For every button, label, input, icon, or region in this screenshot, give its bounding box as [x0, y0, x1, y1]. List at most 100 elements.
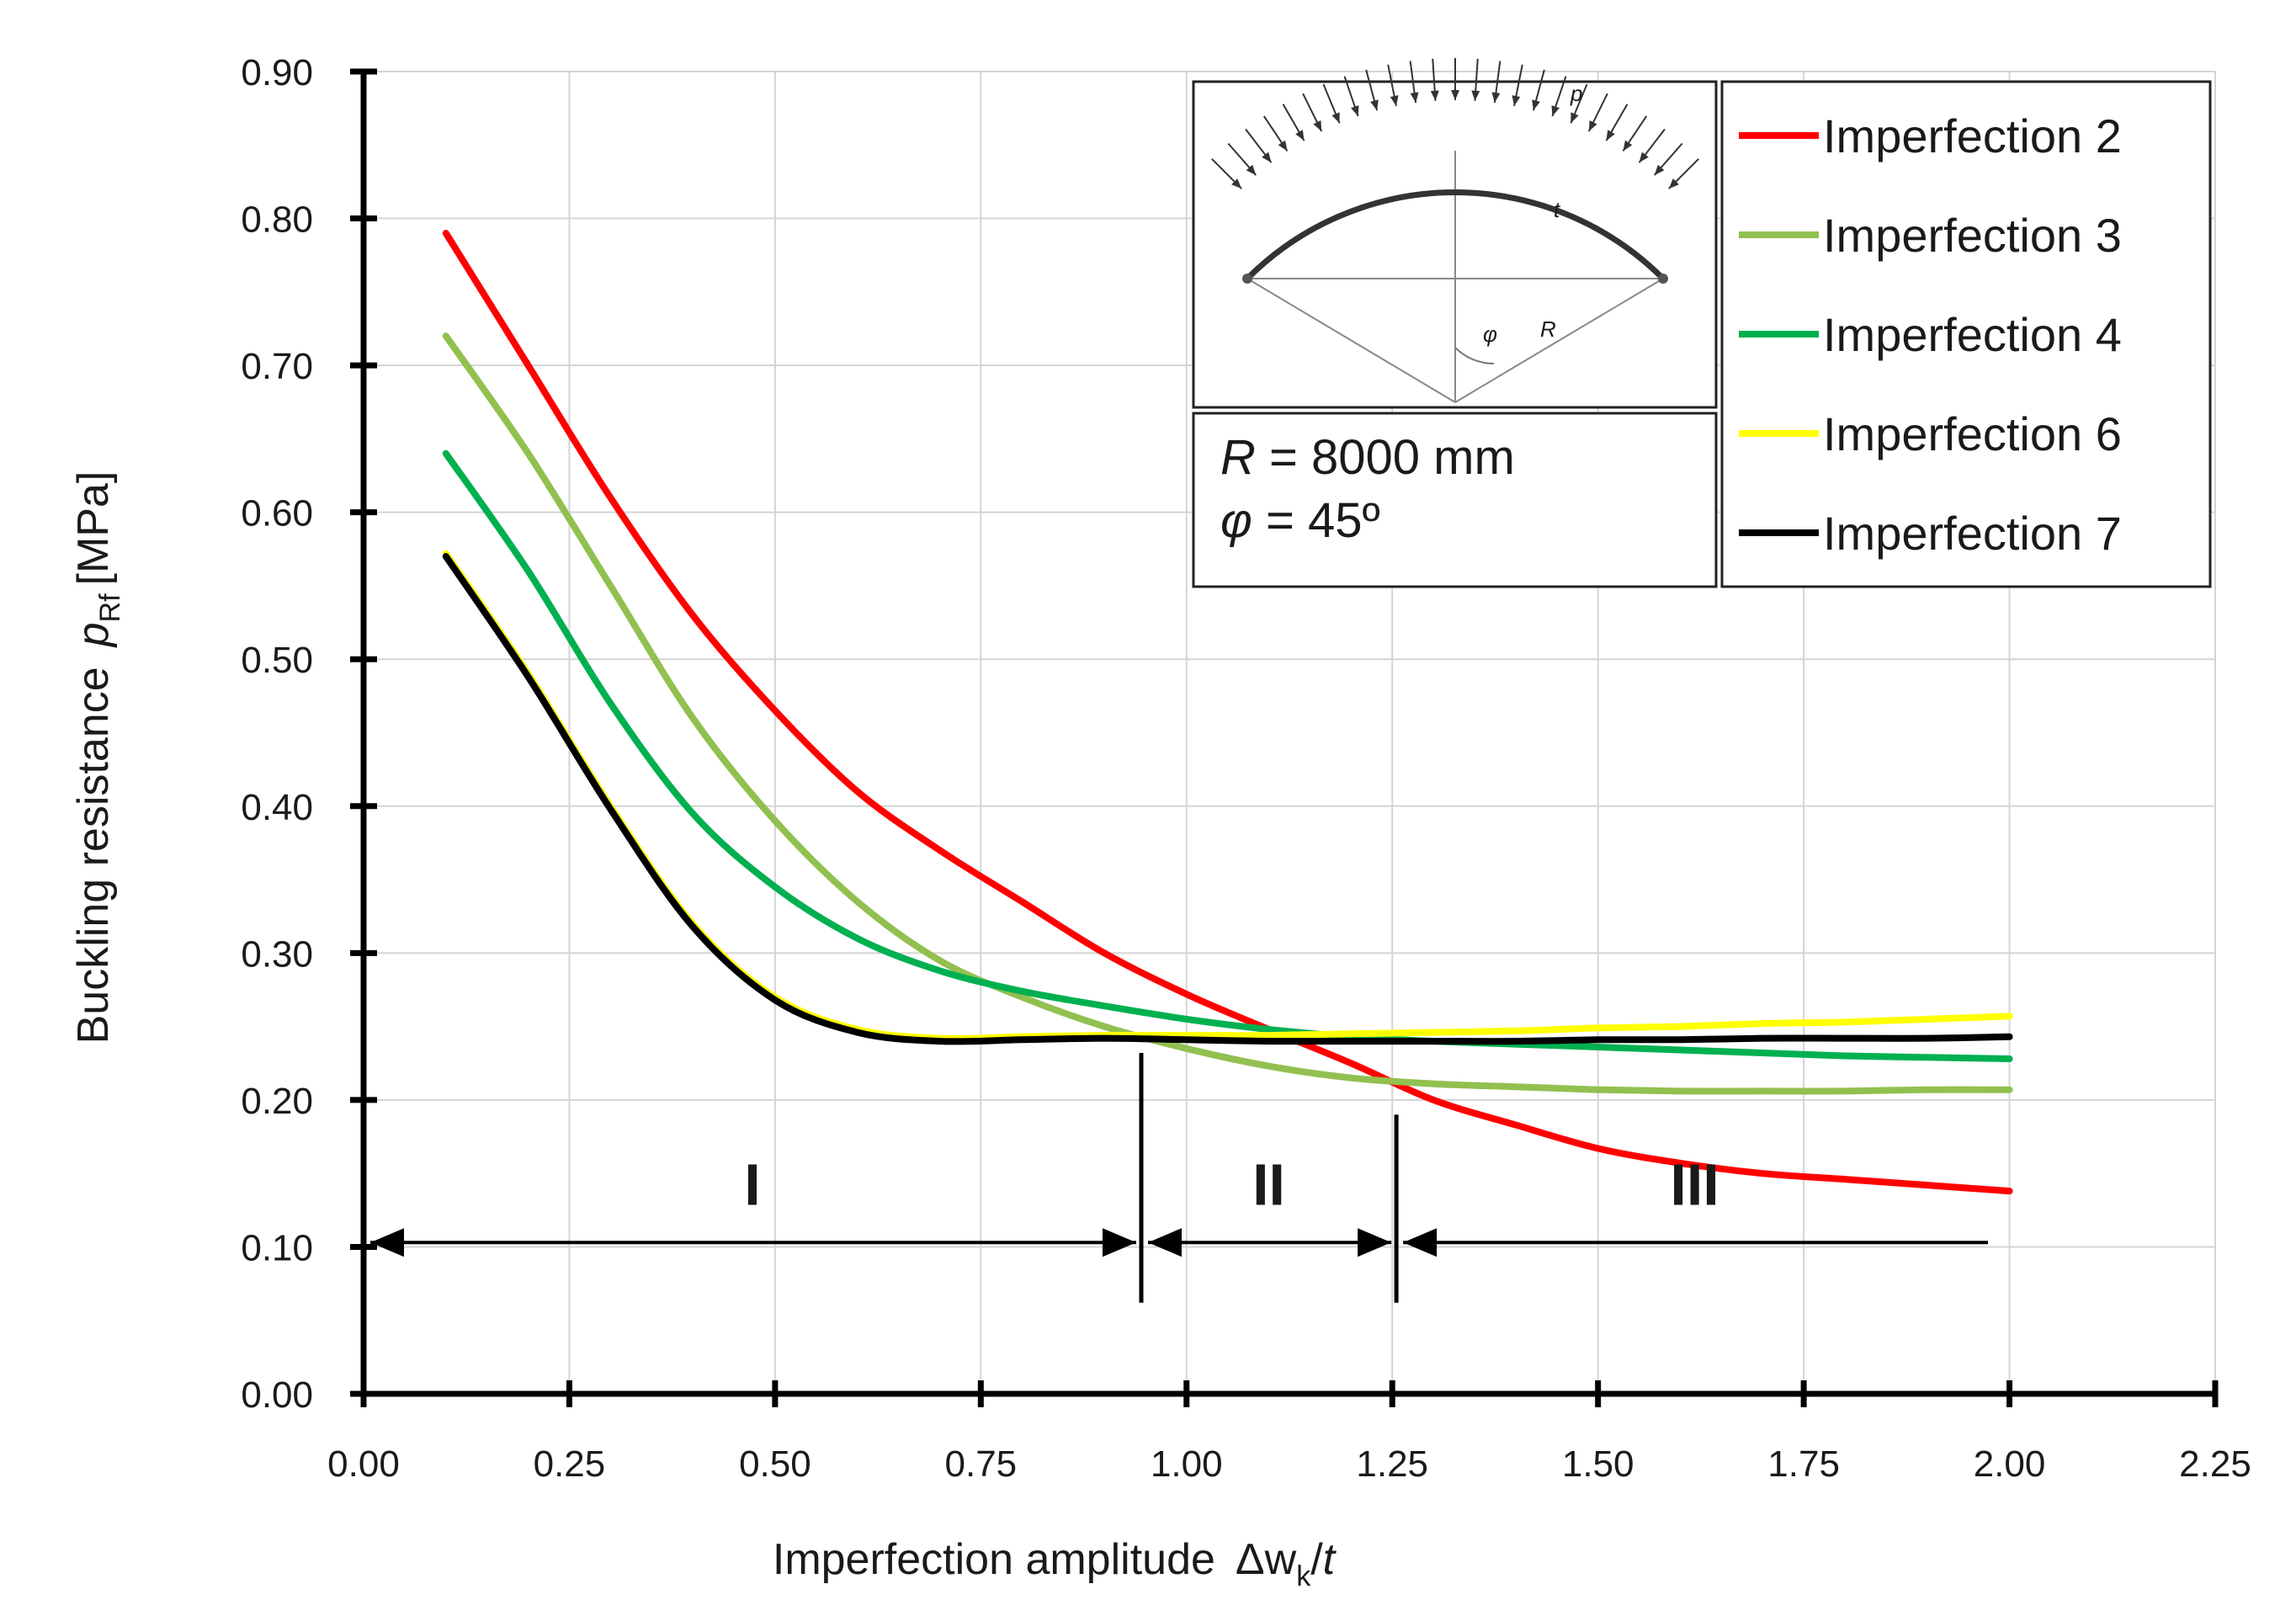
legend: Imperfection 2 Imperfection 3 Imperfection…	[1720, 80, 2212, 588]
x-tick-label-4: 1.00	[1151, 1443, 1223, 1485]
series-line-2	[442, 332, 2013, 1095]
y-tick-label-7: 0.70	[241, 346, 313, 387]
inset-pressure-arrowhead-6	[1331, 112, 1340, 124]
y-tick-label-3: 0.30	[241, 933, 313, 975]
regions: I II III	[370, 1053, 1988, 1303]
inset-pressure-arrowhead-19	[1588, 120, 1597, 132]
x-tick-label-7: 1.75	[1767, 1443, 1840, 1485]
x-tick-label-2: 0.50	[739, 1443, 811, 1485]
inset-pressure-arrowhead-8	[1370, 99, 1379, 111]
inset-label-p: p	[1570, 81, 1582, 106]
x-tick-label-9: 2.25	[2179, 1443, 2251, 1485]
param-radius-value: = 8000 mm	[1256, 430, 1515, 485]
region-arrow-head-right-2	[1358, 1228, 1392, 1257]
y-tick-label-1: 0.10	[241, 1227, 313, 1268]
inset-pressure-arrowhead-18	[1571, 112, 1579, 124]
region-label-2: II	[1252, 1152, 1285, 1218]
data-series	[442, 230, 2013, 1195]
inset-pressure-arrowhead-4	[1295, 130, 1305, 141]
region-label-3: III	[1670, 1152, 1719, 1218]
x-tick-label-1: 0.25	[534, 1443, 606, 1485]
region-arrow-head-left-3	[1403, 1228, 1438, 1257]
x-axis-title-text: Imperfection amplitude	[773, 1535, 1215, 1584]
param-angle: φ = 45º	[1220, 493, 1380, 548]
inset-radius-right	[1454, 278, 1664, 403]
inset-support-right	[1658, 274, 1668, 284]
x-tick-label-6: 1.50	[1562, 1443, 1634, 1485]
inset-pressure-arrowhead-13	[1471, 90, 1480, 101]
inset-pressure-arrowhead-20	[1606, 130, 1615, 141]
x-tick-label-8: 2.00	[1974, 1443, 2046, 1485]
x-axis-title: Imperfection amplitude Δwk/t	[773, 1535, 1337, 1592]
y-tick-label-9: 0.90	[241, 52, 313, 93]
y-axis-title-subscript: Rf	[94, 593, 126, 623]
y-axis-title-text: Buckling resistance	[69, 667, 118, 1044]
x-tick-label-5: 1.25	[1356, 1443, 1428, 1485]
inset-pressure-arrowhead-9	[1390, 95, 1399, 106]
legend-label-5: Imperfection 7	[1823, 507, 2122, 560]
y-axis-title: Buckling resistance pRf [MPa]	[69, 471, 126, 1045]
inset-label-phi: φ	[1483, 322, 1497, 347]
region-arrow-head-left-2	[1148, 1228, 1182, 1257]
y-tick-label-2: 0.20	[241, 1081, 313, 1122]
inset-pressure-arrowhead-23	[1654, 164, 1665, 176]
parameter-box-frame	[1192, 412, 1718, 588]
inset-angle-arc	[1454, 347, 1495, 365]
y-tick-label-6: 0.60	[241, 493, 313, 534]
axes	[350, 68, 2219, 1407]
legend-label-4: Imperfection 6	[1823, 407, 2122, 460]
inset-pressure-arrowhead-17	[1551, 105, 1560, 117]
param-angle-value: = 45º	[1252, 493, 1380, 548]
y-tick-label-5: 0.50	[241, 640, 313, 681]
legend-label-2: Imperfection 3	[1823, 209, 2122, 262]
inset-pressure-arrowhead-12	[1451, 90, 1459, 100]
legend-label-1: Imperfection 2	[1823, 109, 2122, 162]
parameter-box: R = 8000 mm φ = 45º	[1192, 412, 1718, 588]
x-axis-title-subscript: k	[1296, 1560, 1311, 1592]
series-line-3	[442, 449, 2013, 1062]
x-axis-title-t: t	[1323, 1535, 1337, 1584]
param-angle-symbol: φ	[1220, 493, 1252, 548]
inset-label-r: R	[1540, 316, 1556, 342]
inset-pressure-arrowhead-3	[1278, 140, 1288, 152]
x-axis-title-slash: /	[1310, 1535, 1323, 1584]
inset-shell-arc	[1245, 189, 1666, 281]
inset-pressure-arrowhead-1	[1246, 164, 1257, 176]
inset-pressure-arrowhead-15	[1512, 95, 1521, 106]
x-axis-title-symbol: Δw	[1236, 1535, 1297, 1584]
inset-radius-left	[1246, 278, 1456, 403]
inset-pressure-arrowhead-10	[1410, 92, 1419, 104]
inset-pressure-arrowhead-22	[1639, 152, 1649, 163]
region-arrow-head-right-1	[1103, 1228, 1136, 1257]
x-tick-labels: 0.00 0.25 0.50 0.75 1.00 1.25 1.50 1.75 2.00 2.25	[327, 1443, 2251, 1485]
y-axis-title-unit: [MPa]	[69, 471, 118, 586]
inset-pressure-arrows	[1211, 58, 1699, 189]
inset-pressure-arrowhead-7	[1351, 105, 1359, 117]
inset-pressure-arrowhead-21	[1623, 140, 1633, 152]
param-radius: R = 8000 mm	[1220, 430, 1515, 485]
y-tick-label-8: 0.80	[241, 199, 313, 241]
inset-support-left	[1242, 274, 1252, 284]
inset-pressure-arrowhead-24	[1668, 178, 1679, 189]
y-tick-labels: 0.00 0.10 0.20 0.30 0.40 0.50 0.60 0.70 0.80 0.90	[241, 52, 313, 1416]
inset-label-t: t	[1554, 197, 1561, 222]
legend-label-3: Imperfection 4	[1823, 308, 2122, 361]
param-radius-symbol: R	[1220, 430, 1256, 485]
y-tick-label-0: 0.00	[241, 1374, 313, 1416]
series-line-5	[442, 553, 2013, 1045]
series-line-1	[442, 230, 2013, 1195]
region-label-1: I	[744, 1152, 760, 1218]
x-tick-label-0: 0.00	[327, 1443, 400, 1485]
region-arrow-head-left-1	[370, 1228, 404, 1257]
y-axis-title-symbol: p	[69, 622, 118, 648]
y-tick-label-4: 0.40	[241, 787, 313, 828]
inset-pressure-arrowhead-5	[1313, 120, 1322, 132]
inset-pressure-arrowhead-14	[1491, 92, 1501, 104]
inset-pressure-arrowhead-16	[1532, 99, 1540, 111]
inset-pressure-arrowhead-2	[1262, 152, 1272, 163]
inset-pressure-arrowhead-11	[1430, 90, 1439, 101]
x-tick-label-3: 0.75	[945, 1443, 1018, 1485]
inset-pressure-arrowhead-0	[1231, 178, 1242, 189]
inset-diagram: p t R φ	[1192, 58, 1718, 409]
